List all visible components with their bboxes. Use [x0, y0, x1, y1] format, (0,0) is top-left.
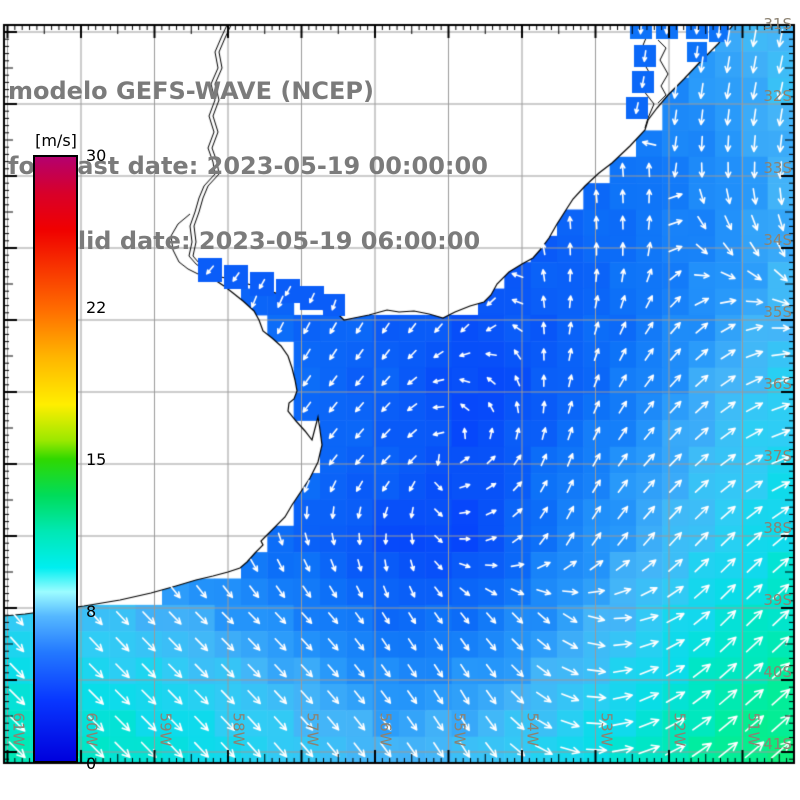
title-block: modelo GEFS-WAVE (NCEP) forecast date: 2…: [8, 29, 488, 304]
lon-label: 60W: [82, 712, 101, 747]
lat-label: 39S: [763, 591, 792, 609]
lon-label: 53W: [596, 712, 615, 747]
lon-label: 58W: [229, 712, 248, 747]
lat-label: 35S: [763, 303, 792, 321]
forecast-date: forecast date: 2023-05-19 00:00:00: [8, 152, 488, 180]
model-title: modelo GEFS-WAVE (NCEP): [8, 77, 374, 105]
lat-label: 38S: [763, 519, 792, 537]
lon-label: 59W: [155, 712, 174, 747]
lat-label: 36S: [763, 375, 792, 393]
colorbar-tick-label: 22: [86, 298, 107, 317]
colorbar: [33, 155, 78, 763]
colorbar-tick-label: 15: [86, 450, 107, 469]
colorbar-tick-label: 30: [86, 146, 107, 165]
lat-label: 40S: [763, 663, 792, 681]
lon-label: 56W: [376, 712, 395, 747]
lon-label: 54W: [523, 712, 542, 747]
colorbar-tick-label: 8: [86, 602, 97, 621]
colorbar-tick-label: 0: [86, 754, 97, 773]
valid-date: valid date: 2023-05-19 06:00:00: [46, 227, 481, 255]
lat-label: 31S: [763, 15, 792, 33]
lat-label: 32S: [763, 87, 792, 105]
lat-label: 34S: [763, 231, 792, 249]
lon-label: 51W: [743, 712, 762, 747]
colorbar-unit-label: [m/s]: [35, 131, 77, 150]
lat-label: 33S: [763, 159, 792, 177]
lat-label: 41S: [763, 735, 792, 753]
lon-label: 61W: [8, 712, 27, 747]
lon-label: 52W: [670, 712, 689, 747]
lon-label: 55W: [449, 712, 468, 747]
lat-label: 37S: [763, 447, 792, 465]
lon-label: 57W: [302, 712, 321, 747]
